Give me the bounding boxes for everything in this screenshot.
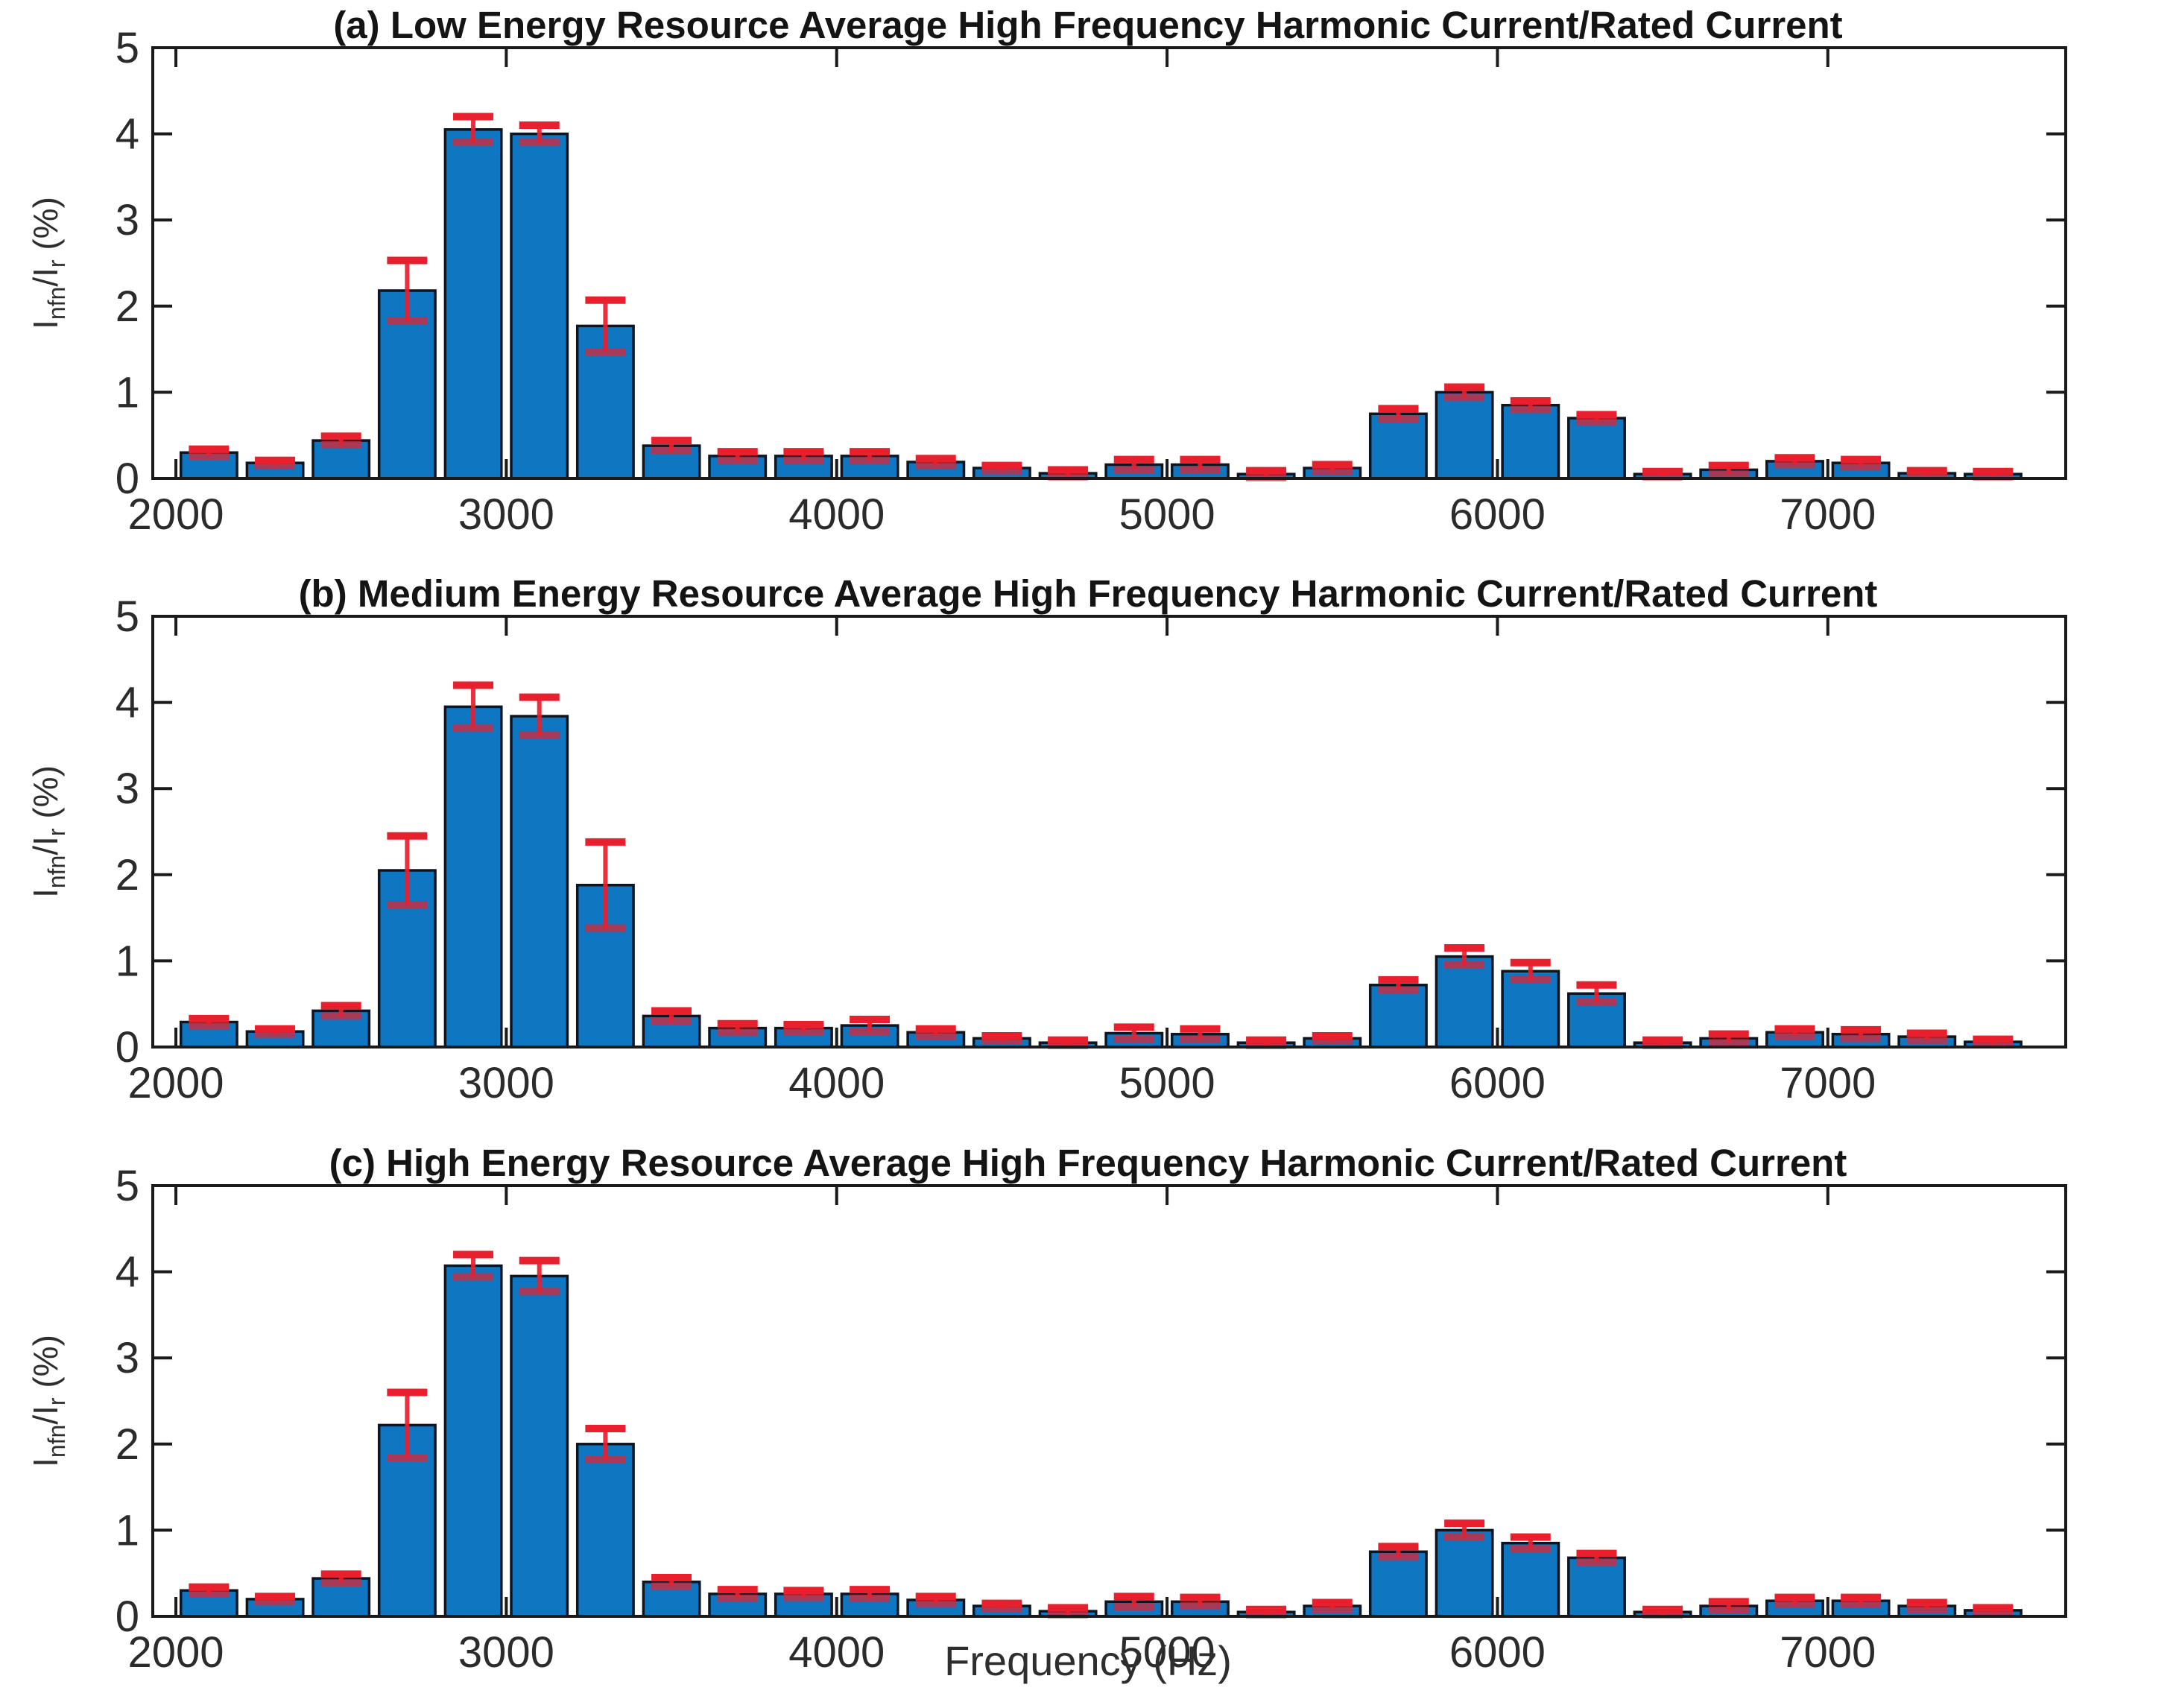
tick-marks — [153, 1184, 2066, 1618]
y-tick-label: 5 — [116, 1162, 139, 1210]
y-tick-label: 4 — [116, 679, 139, 727]
x-tick-label: 5000 — [1119, 1059, 1215, 1107]
y-tick-label: 1 — [116, 937, 139, 985]
y-tick-label: 0 — [116, 455, 139, 503]
x-tick-label: 6000 — [1449, 490, 1546, 539]
y-tick-label: 2 — [116, 282, 139, 331]
x-tick-label: 7000 — [1780, 1059, 1876, 1107]
axes-box — [151, 46, 2067, 480]
bar — [443, 1264, 503, 1618]
subplot-a-title: (a) Low Energy Resource Average High Fre… — [333, 4, 1843, 46]
axes-box — [151, 615, 2067, 1048]
plot-area: 2000 3000 4000 5000 6000 7000 0 1 2 3 4 5 — [116, 24, 2067, 539]
y-tick-label: 3 — [116, 196, 139, 244]
x-tick-label: 7000 — [1780, 490, 1876, 539]
error-bars-group — [189, 1250, 2014, 1619]
x-tick-label: 2000 — [128, 1628, 224, 1677]
bar — [1501, 970, 1560, 1048]
subplot-c-title: (c) High Energy Resource Average High Fr… — [329, 1142, 1847, 1184]
bar — [510, 132, 569, 480]
y-tick-label: 1 — [116, 368, 139, 417]
y-tick-label: 3 — [116, 1334, 139, 1382]
y-tick-label: 2 — [116, 851, 139, 899]
x-tick-label: 2000 — [128, 1059, 224, 1107]
bar — [1435, 390, 1494, 480]
bar — [1567, 1556, 1626, 1618]
y-tick-label: 0 — [116, 1023, 139, 1072]
bar — [1501, 1541, 1560, 1618]
x-tick-label: 5000 — [1119, 1628, 1215, 1677]
x-tick-label: 6000 — [1449, 1059, 1546, 1107]
x-tick-label: 2000 — [128, 490, 224, 539]
x-tick-label: 3000 — [458, 1059, 554, 1107]
y-tick-label: 4 — [116, 1248, 139, 1297]
x-tick-label: 6000 — [1449, 1628, 1546, 1677]
x-tick-label: 4000 — [788, 490, 885, 539]
bars-group — [179, 1264, 2022, 1618]
x-tick-label: 5000 — [1119, 490, 1215, 539]
bar — [1567, 417, 1626, 480]
bar — [1368, 1550, 1428, 1618]
y-tick-label: 0 — [116, 1592, 139, 1641]
y-tick-label: 5 — [116, 592, 139, 641]
y-tick-label: 2 — [116, 1420, 139, 1469]
x-tick-label: 3000 — [458, 490, 554, 539]
y-tick-label: 3 — [116, 765, 139, 813]
error-bars-group — [189, 681, 2014, 1049]
plot-area: 2000 3000 4000 5000 6000 7000 0 1 2 3 4 5 — [116, 1162, 2067, 1677]
subplot-b-title: (b) Medium Energy Resource Average High … — [298, 572, 1878, 615]
x-tick-label: 4000 — [788, 1628, 885, 1677]
tick-marks — [153, 46, 2066, 480]
bar — [1368, 412, 1428, 480]
x-tick-label: 7000 — [1780, 1628, 1876, 1677]
bar — [1501, 403, 1560, 480]
bar — [575, 1443, 635, 1618]
bar — [1435, 1528, 1494, 1618]
bar — [1435, 955, 1494, 1048]
x-tick-label: 3000 — [458, 1628, 554, 1677]
x-tick-label: 4000 — [788, 1059, 885, 1107]
y-tick-label: 4 — [116, 110, 139, 159]
bar — [510, 1274, 569, 1618]
y-tick-label: 1 — [116, 1506, 139, 1554]
axes-box — [151, 1184, 2067, 1618]
plot-area: 2000 3000 4000 5000 6000 7000 0 1 2 3 4 5 — [116, 592, 2067, 1107]
bar — [443, 705, 503, 1048]
x-axis-label: Frequency (Hz) — [944, 1637, 1232, 1684]
tick-marks — [153, 615, 2066, 1048]
bar — [510, 715, 569, 1048]
y-tick-label: 5 — [116, 24, 139, 72]
